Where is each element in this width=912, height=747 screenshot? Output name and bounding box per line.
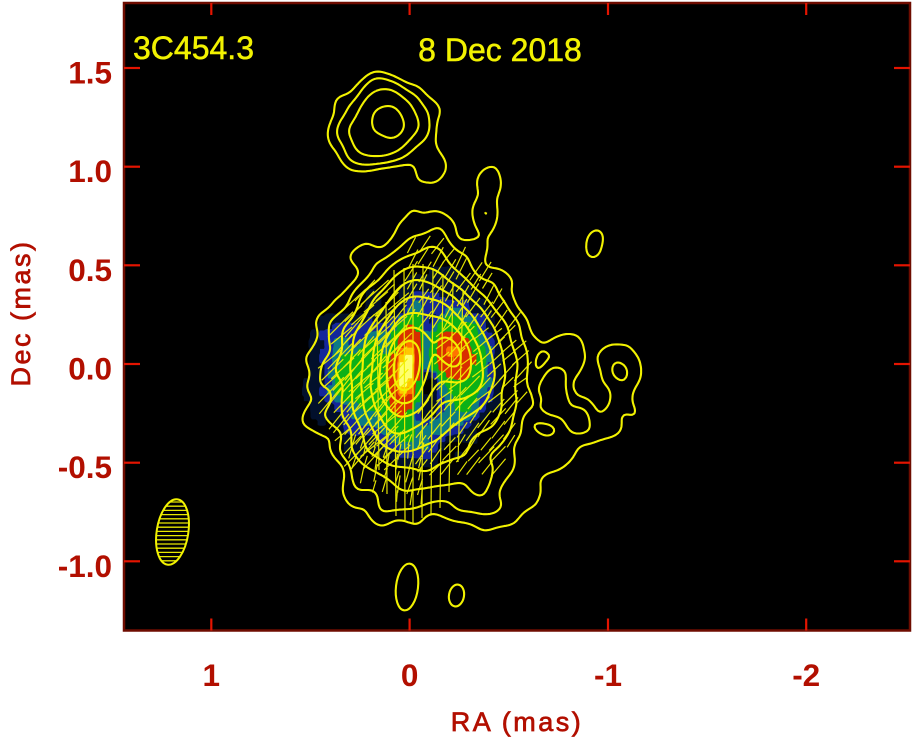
svg-text:0.5: 0.5 bbox=[68, 252, 112, 288]
svg-text:Dec (mas): Dec (mas) bbox=[6, 239, 36, 386]
svg-text:3C454.3: 3C454.3 bbox=[133, 30, 254, 66]
svg-text:1.0: 1.0 bbox=[68, 153, 112, 189]
svg-text:1: 1 bbox=[203, 657, 221, 693]
svg-text:-2: -2 bbox=[792, 657, 820, 693]
svg-text:8 Dec 2018: 8 Dec 2018 bbox=[418, 32, 582, 68]
svg-text:-1: -1 bbox=[594, 657, 622, 693]
svg-text:0.0: 0.0 bbox=[68, 351, 112, 387]
svg-text:-1.0: -1.0 bbox=[58, 548, 112, 584]
svg-text:0: 0 bbox=[401, 657, 419, 693]
svg-text:1.5: 1.5 bbox=[68, 55, 112, 91]
svg-text:-0.5: -0.5 bbox=[58, 449, 112, 485]
svg-text:RA (mas): RA (mas) bbox=[451, 707, 584, 737]
